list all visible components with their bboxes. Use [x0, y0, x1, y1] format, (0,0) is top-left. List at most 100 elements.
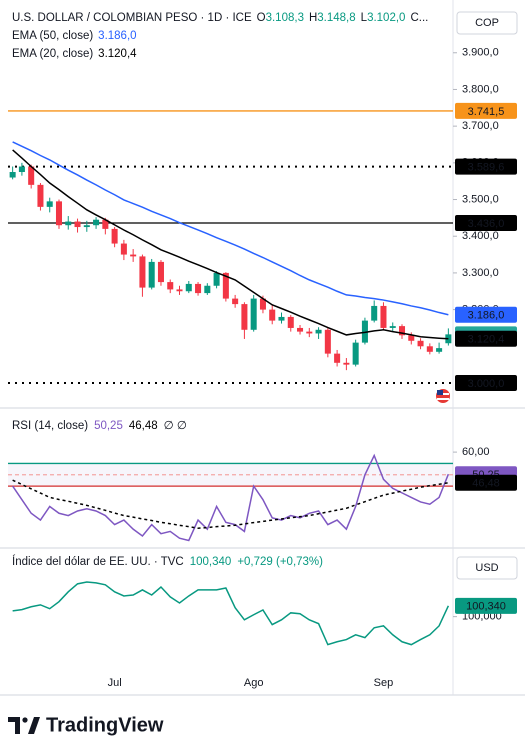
series-line — [12, 453, 450, 542]
price-badge-label: 3.436,0 — [468, 218, 505, 230]
indicator-line — [12, 149, 449, 340]
indicator-value: 3.120,4 — [98, 48, 137, 60]
candle-body — [185, 283, 192, 292]
price-badge-label: 46,48 — [472, 478, 500, 490]
series-line — [12, 479, 449, 529]
candle-body — [9, 172, 16, 178]
price-badge — [455, 306, 517, 323]
price-badge — [455, 330, 517, 347]
candle-body — [389, 326, 396, 328]
ohlc-value: L — [361, 12, 368, 24]
candle-body — [37, 184, 44, 207]
candle-body — [74, 221, 81, 228]
candle-body — [102, 219, 109, 229]
indicator-line — [12, 141, 449, 316]
series-line — [12, 581, 450, 646]
price-badge — [455, 474, 517, 491]
candle-body — [204, 285, 211, 294]
candle-body — [398, 326, 406, 336]
candle-body — [55, 201, 63, 226]
candle-body — [315, 329, 322, 334]
candle-body — [278, 316, 285, 321]
candle-body — [259, 298, 266, 310]
y-tick-label: 3.400,0 — [462, 230, 499, 242]
status-icons: ∅ ∅ — [164, 420, 187, 432]
currency-label: USD — [475, 562, 498, 574]
chart-title: RSI (14, close) — [12, 420, 88, 432]
ohlc-value: C... — [410, 12, 428, 24]
ohlc-value: 3.108,3 — [266, 12, 304, 24]
y-tick-label: 60,00 — [462, 446, 490, 458]
price-badge-label: 100,340 — [466, 601, 506, 613]
series-value: 46,48 — [129, 420, 158, 432]
candle-body — [93, 219, 100, 226]
ohlc-value: O — [257, 12, 266, 24]
indicator-legend: EMA (20, close) 3.120,4 — [12, 48, 137, 60]
price-badge-label: 3.000,0 — [468, 378, 505, 390]
candle-body — [324, 329, 331, 354]
candle-body — [120, 243, 127, 255]
candle-body — [195, 283, 202, 294]
price-badge — [455, 374, 517, 391]
panel-header: Índice del dólar de EE. UU. · TVC 100,340… — [12, 555, 323, 568]
y-tick-label: 3.500,0 — [462, 193, 499, 205]
candle-body — [250, 298, 257, 330]
panel-header: RSI (14, close) 50,25 46,48 ∅ ∅ — [12, 420, 187, 432]
candle-body — [352, 342, 359, 365]
indicator-name: EMA (50, close) — [12, 30, 93, 42]
candle-body — [426, 346, 433, 352]
candle-body — [46, 201, 53, 207]
chart-title: U.S. DOLLAR / COLOMBIAN PESO · 1D · ICE — [12, 12, 252, 24]
price-badge — [455, 158, 517, 175]
candle-body — [213, 272, 220, 286]
ohlc-value: H — [309, 12, 317, 24]
y-tick-label: 3.300,0 — [462, 267, 499, 279]
price-badge-label: 3.120,4 — [468, 334, 505, 346]
ohlc-value: 3.148,8 — [317, 12, 355, 24]
candle-body — [167, 282, 174, 290]
candle-body — [83, 225, 90, 228]
candle-body — [111, 228, 118, 244]
band-fill — [8, 463, 453, 487]
candle-body — [436, 348, 443, 352]
indicator-name: EMA (20, close) — [12, 48, 93, 60]
x-tick-label: Jul — [108, 677, 122, 689]
x-tick-label: Ago — [244, 677, 264, 689]
candle-body — [18, 166, 25, 173]
candle-body — [130, 254, 137, 257]
candle-body — [380, 305, 387, 328]
candle-body — [148, 261, 155, 288]
chart-title: Índice del dólar de EE. UU. · TVC — [12, 555, 184, 568]
candle-body — [297, 327, 304, 332]
candle-body — [65, 221, 72, 226]
y-tick-label: 3.800,0 — [462, 83, 499, 95]
y-tick-label: 3.900,0 — [462, 47, 499, 59]
candle-body — [287, 316, 294, 328]
currency-label: COP — [475, 17, 499, 29]
candle-body — [28, 166, 35, 185]
indicator-value: 3.186,0 — [98, 30, 136, 42]
price-badge-label: 3.589,6 — [468, 162, 505, 174]
panel-header: U.S. DOLLAR / COLOMBIAN PESO · 1D · ICE O… — [12, 12, 428, 24]
candle-body — [222, 272, 229, 299]
candle-body — [408, 335, 415, 341]
candle-body — [241, 304, 248, 330]
series-value: 100,340 — [190, 556, 232, 568]
candle-body — [269, 309, 276, 321]
x-tick-label: Sep — [374, 677, 394, 689]
price-badge — [455, 215, 517, 232]
candle-body — [139, 256, 146, 288]
candle-body — [343, 362, 350, 365]
change-value: +0,729 (+0,73%) — [237, 556, 323, 568]
currency-box — [456, 11, 518, 35]
series-value: 50,25 — [94, 420, 123, 432]
candle-body — [176, 289, 183, 292]
y-tick-label: 3.700,0 — [462, 120, 499, 132]
candle-body — [334, 353, 341, 363]
indicator-legend: EMA (50, close) 3.186,0 — [12, 30, 137, 42]
candle-body — [157, 261, 164, 283]
price-badge — [455, 597, 517, 614]
